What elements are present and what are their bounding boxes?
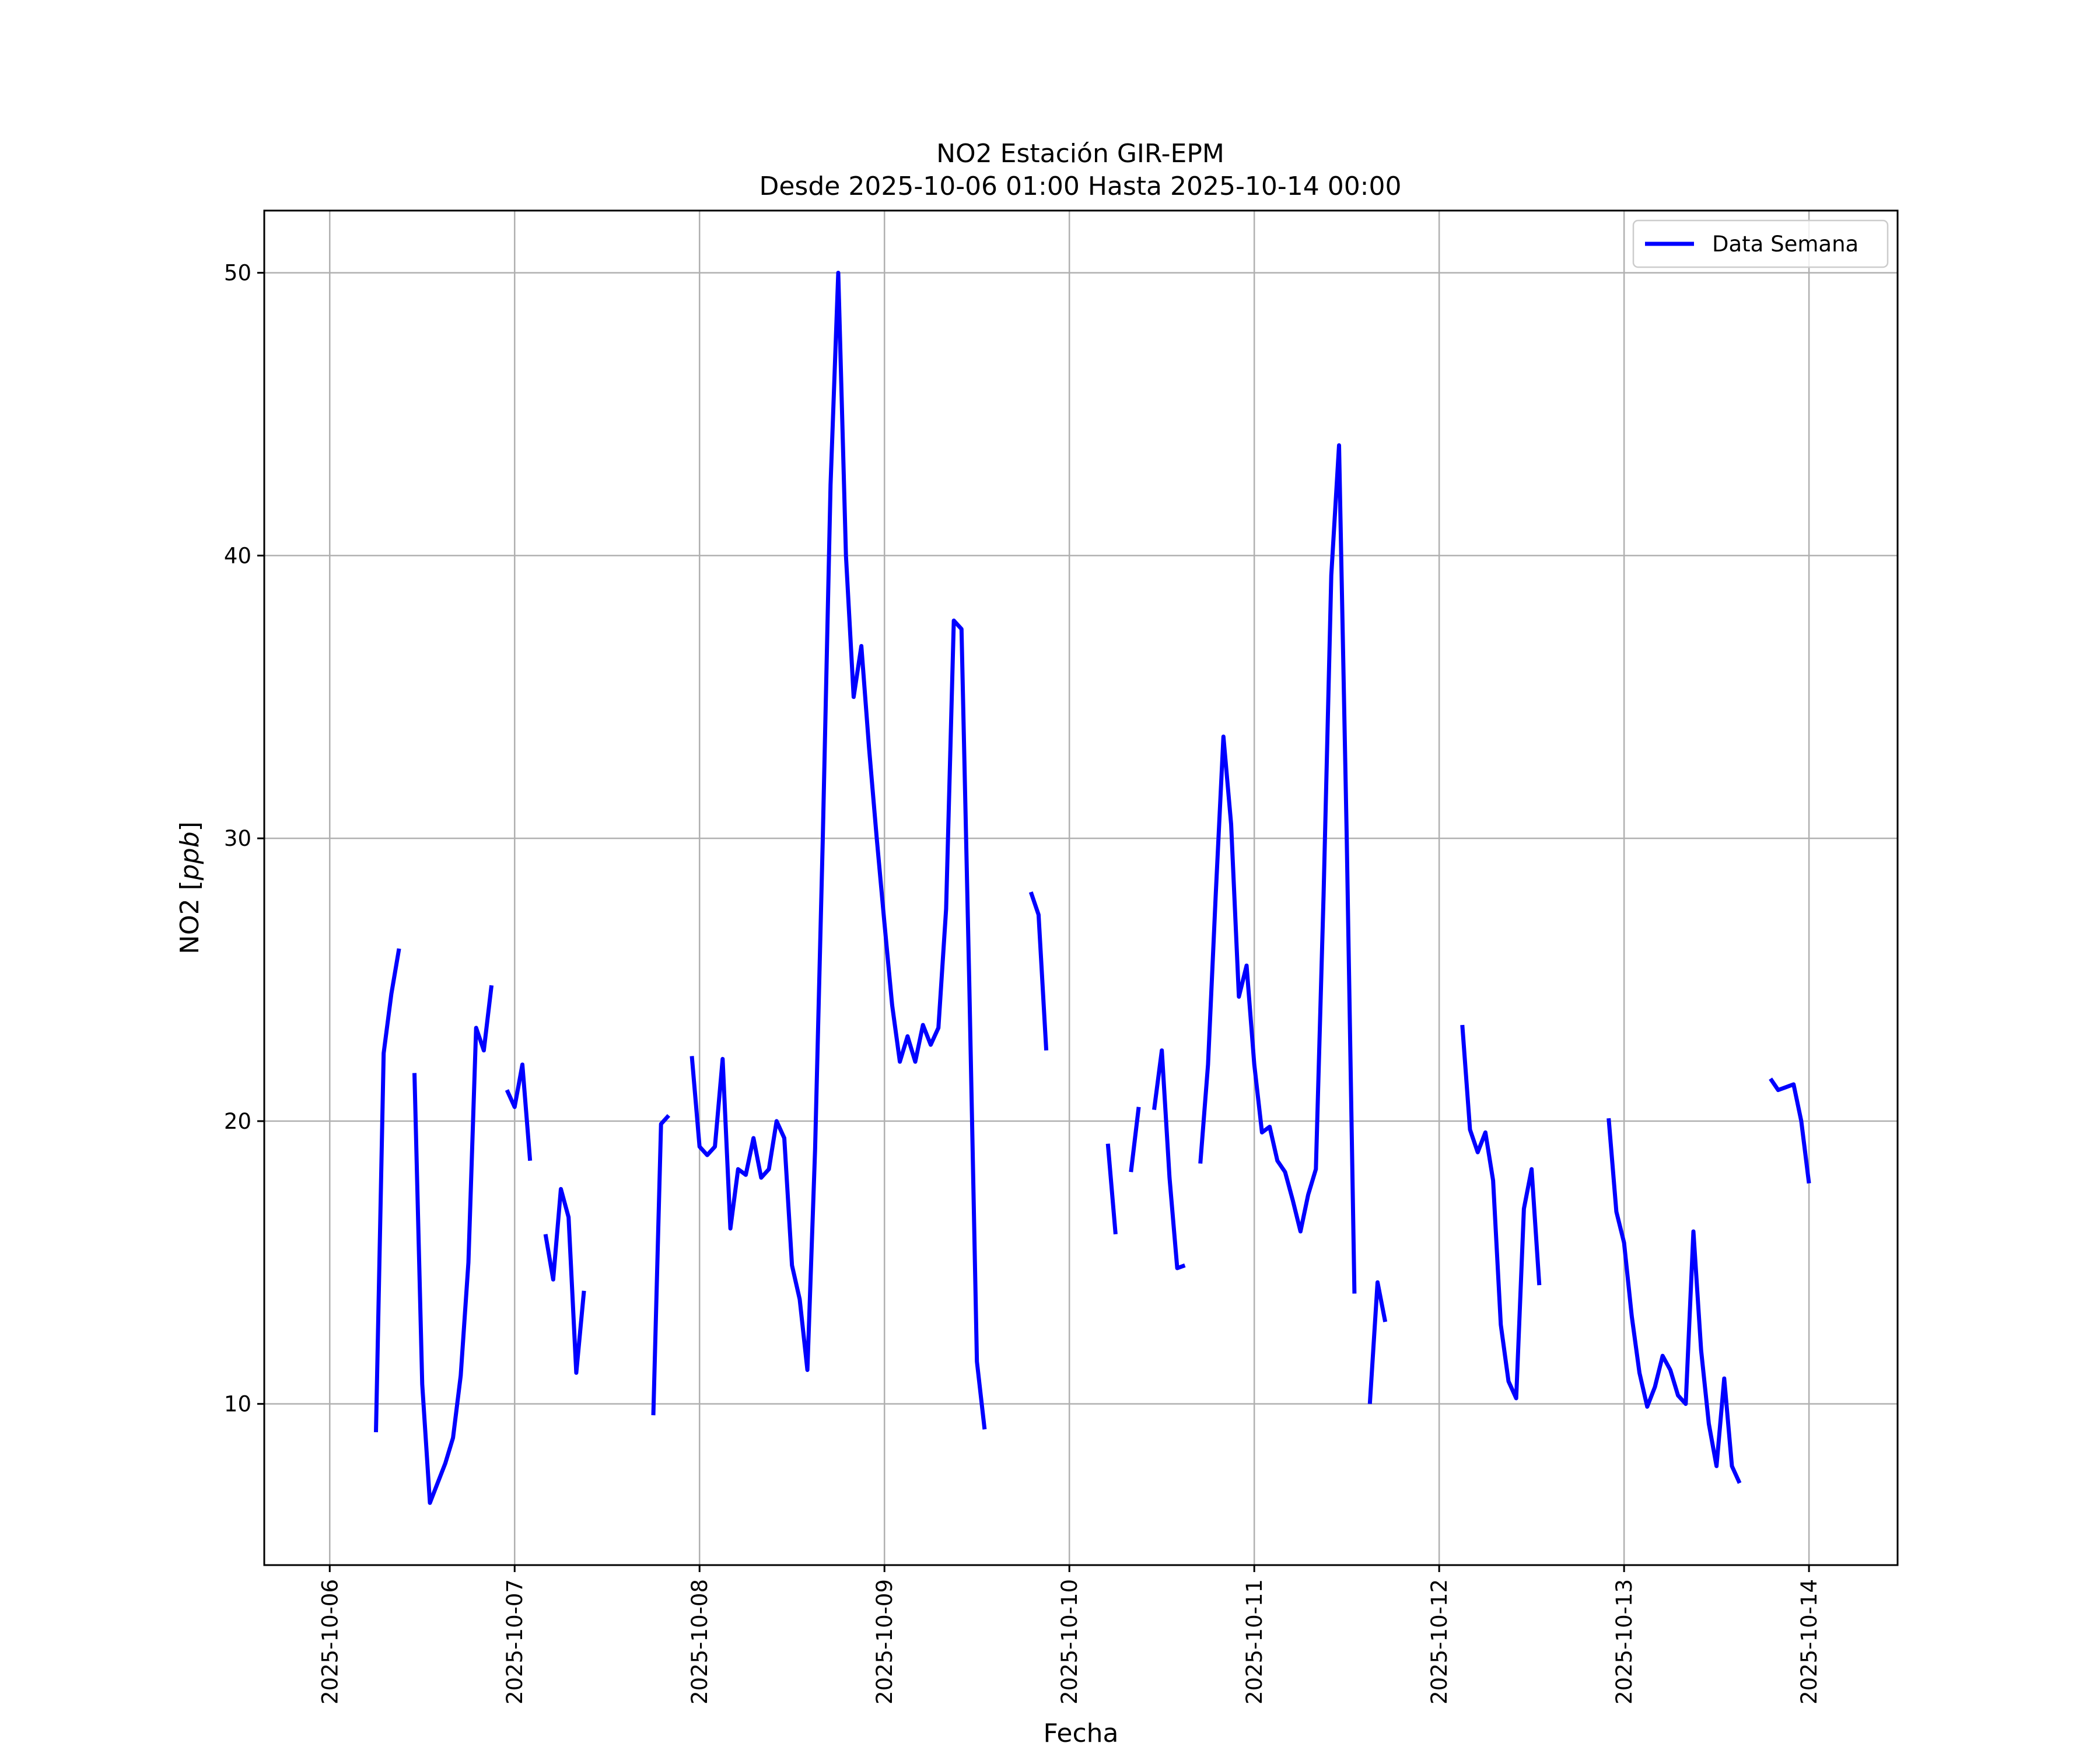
x-tick-label: 2025-10-11 bbox=[1242, 1579, 1267, 1704]
y-axis-label: NO2 [ppb] bbox=[175, 821, 205, 954]
plot-frame bbox=[263, 209, 1899, 1566]
legend-entry-label: Data Semana bbox=[1712, 232, 1859, 257]
legend: Data Semana bbox=[1632, 219, 1889, 268]
y-tick-label: 50 bbox=[224, 261, 251, 286]
chart-title: NO2 Estación GIR-EPM bbox=[936, 139, 1224, 169]
grid-lines bbox=[264, 211, 1898, 1565]
series-line-segment bbox=[651, 1114, 670, 1416]
legend-box bbox=[1632, 219, 1889, 268]
y-tick-label: 20 bbox=[224, 1109, 251, 1134]
chart-subtitle: Desde 2025-10-06 01:00 Hasta 2025-10-14 … bbox=[759, 172, 1401, 201]
x-tick-label: 2025-10-10 bbox=[1057, 1579, 1082, 1704]
x-axis-label: Fecha bbox=[1043, 1718, 1118, 1748]
series-line-segment bbox=[1460, 1024, 1542, 1401]
series-data-semana bbox=[374, 271, 1811, 1505]
x-tick-label: 2025-10-07 bbox=[502, 1579, 527, 1704]
series-line-segment bbox=[1152, 1048, 1186, 1270]
x-tick-label: 2025-10-06 bbox=[317, 1579, 342, 1704]
series-line-segment bbox=[374, 948, 401, 1433]
x-tick-label: 2025-10-08 bbox=[687, 1579, 712, 1704]
axis-ticks: 2025-10-06 2025-10-07 2025-10-08 2025-10-09… bbox=[224, 261, 1822, 1704]
series-line-segment bbox=[690, 271, 987, 1430]
x-tick-label: 2025-10-09 bbox=[872, 1579, 897, 1704]
series-line-segment bbox=[412, 985, 494, 1505]
series-line-segment bbox=[1105, 1143, 1118, 1235]
series-line-segment bbox=[1769, 1077, 1811, 1184]
y-axis-label-prefix: NO2 [ bbox=[175, 880, 205, 954]
series-line-segment bbox=[505, 1062, 533, 1161]
y-axis-label-suffix: ] bbox=[175, 821, 205, 831]
x-tick-label: 2025-10-13 bbox=[1612, 1579, 1637, 1704]
y-axis-label-unit: ppb bbox=[175, 831, 205, 881]
series-line-segment bbox=[1606, 1118, 1742, 1484]
y-tick-label: 30 bbox=[224, 826, 251, 851]
x-tick-label: 2025-10-12 bbox=[1427, 1579, 1452, 1704]
series-line-segment bbox=[1028, 891, 1049, 1051]
series-line-segment bbox=[543, 1186, 586, 1375]
series-line-segment bbox=[1367, 1280, 1388, 1404]
y-tick-label: 10 bbox=[224, 1392, 251, 1417]
series-line-segment bbox=[1129, 1107, 1141, 1172]
x-tick-label: 2025-10-14 bbox=[1797, 1579, 1822, 1704]
series-line-segment bbox=[1198, 443, 1357, 1294]
y-tick-label: 40 bbox=[224, 543, 251, 568]
